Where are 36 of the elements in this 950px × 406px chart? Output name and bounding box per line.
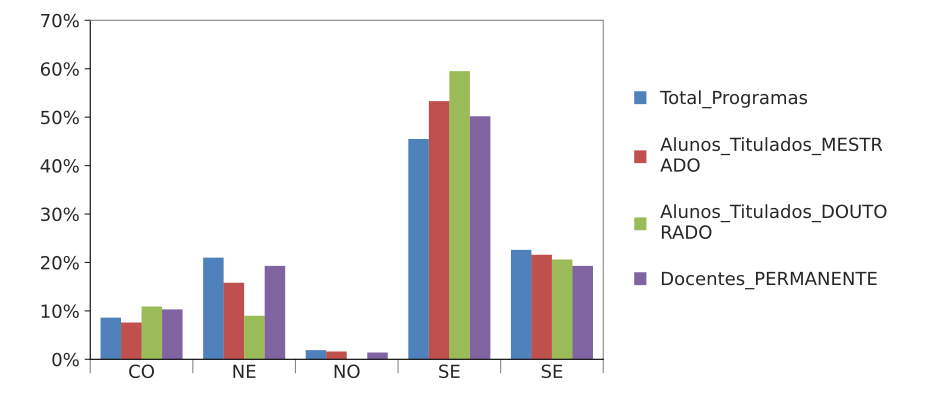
y-tick-label: 0% xyxy=(52,352,79,366)
legend-label: Alunos_Titulados_DOUTORADO xyxy=(660,204,886,239)
x-tick-label: SE xyxy=(542,364,562,378)
x-tick-label: CO xyxy=(129,364,154,378)
legend-label: Total_Programas xyxy=(660,90,808,108)
bar xyxy=(470,116,490,360)
bar xyxy=(162,309,183,360)
bar xyxy=(326,352,347,360)
bar xyxy=(121,322,142,360)
bar xyxy=(244,316,265,360)
legend-label: Alunos_Titulados_MESTRADO xyxy=(660,137,882,172)
bar xyxy=(367,352,388,360)
bar xyxy=(408,138,429,360)
bar xyxy=(572,266,593,360)
y-tick-label: 30% xyxy=(41,207,79,222)
bar xyxy=(142,306,162,360)
x-tick-label: NE xyxy=(233,364,256,378)
x-tick-label: SE xyxy=(439,364,460,378)
y-tick-label: 40% xyxy=(40,159,79,173)
y-tick-label: 20% xyxy=(41,256,79,270)
legend-label: Docentes_PERMANENTE xyxy=(662,272,877,290)
bar xyxy=(552,260,572,360)
y-tick-label: 10% xyxy=(42,304,79,318)
y-tick-label: 60% xyxy=(40,62,79,76)
bar xyxy=(203,258,224,360)
bar xyxy=(100,318,122,360)
bar xyxy=(449,71,470,360)
bar xyxy=(224,282,244,360)
y-tick-label: 70% xyxy=(41,14,79,28)
bar xyxy=(510,250,532,360)
bar xyxy=(531,254,552,360)
bar xyxy=(264,266,286,360)
x-tick-label: NO xyxy=(334,364,360,378)
bar xyxy=(306,350,326,360)
y-tick-label: 50% xyxy=(41,110,79,124)
bar xyxy=(428,101,450,360)
